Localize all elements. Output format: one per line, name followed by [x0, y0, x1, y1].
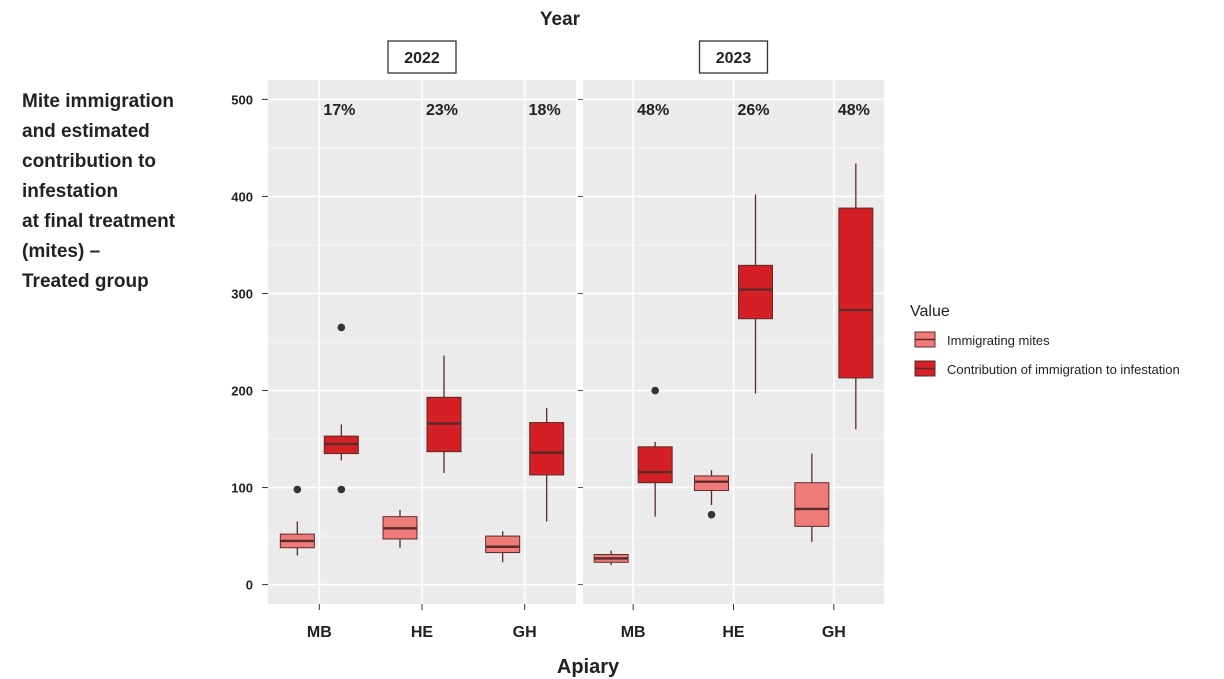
y-axis-label-line: at final treatment — [22, 211, 176, 232]
percentage-label: 23% — [426, 102, 458, 119]
legend-label-contribution: Contribution of immigration to infestati… — [947, 362, 1180, 377]
strip-label-year: 2022 — [404, 50, 440, 67]
y-tick-label: 500 — [231, 92, 253, 107]
box-immigrating-MB — [593, 550, 629, 566]
box-iqr — [694, 475, 729, 491]
x-tick-label: HE — [722, 624, 745, 641]
x-tick-label: GH — [513, 624, 537, 641]
legend: Value Immigrating mites Contribution of … — [910, 303, 1180, 377]
legend-label-immigrating: Immigrating mites — [947, 333, 1050, 348]
y-axis-label-line: contribution to — [22, 151, 157, 172]
box-immigrating-GH — [794, 453, 830, 542]
y-axis-label: Mite immigration and estimated contribut… — [22, 87, 222, 297]
box-immigrating-HE — [382, 509, 418, 548]
y-tick-label: 100 — [231, 481, 253, 496]
percentage-label: 26% — [737, 102, 769, 119]
outlier-point — [707, 510, 716, 519]
box-contribution-HE — [426, 355, 462, 473]
percentage-label: 48% — [637, 102, 669, 119]
percentage-label: 18% — [529, 102, 561, 119]
box-contribution-MB — [323, 323, 359, 494]
box-contribution-HE — [738, 194, 773, 394]
outlier-point — [337, 323, 346, 332]
x-tick-label: MB — [621, 624, 646, 641]
y-tick-label: 200 — [231, 384, 253, 399]
box-immigrating-GH — [485, 531, 521, 563]
y-axis-label-line: and estimated — [22, 121, 150, 142]
panel-2023: 2023 48% MB 26% HE 48% GH — [578, 40, 884, 641]
percentage-label: 48% — [838, 102, 870, 119]
box-immigrating-HE — [694, 470, 729, 519]
box-iqr — [637, 446, 673, 484]
y-axis-label-line: (mites) – — [22, 241, 101, 262]
facet-panels: 2022 17% MB 23% HE 18% GH 2023 48% MB 26% HE 48% GH — [268, 40, 884, 641]
box-iqr — [838, 207, 874, 379]
y-axis-label-line: infestation — [22, 181, 119, 202]
box-iqr — [485, 535, 521, 554]
box-iqr — [794, 482, 830, 527]
strip-label-box — [387, 40, 457, 74]
y-tick-label: 300 — [231, 286, 253, 301]
legend-title: Value — [910, 303, 950, 320]
y-tick-label: 400 — [231, 189, 253, 204]
y-axis: 0 100 200 300 400 500 — [231, 92, 268, 593]
outlier-point — [651, 386, 659, 395]
outlier-point — [293, 485, 302, 494]
facet-title: Year — [540, 9, 581, 30]
y-axis-label-line: Mite immigration — [22, 91, 175, 112]
strip-label-year: 2023 — [716, 50, 752, 67]
percentage-label: 17% — [323, 102, 355, 119]
box-iqr — [738, 264, 773, 320]
strip-label-box — [698, 40, 769, 74]
box-contribution-MB — [637, 386, 673, 517]
box-iqr — [529, 422, 565, 476]
x-tick-label: GH — [822, 624, 846, 641]
outlier-point — [337, 485, 346, 494]
y-tick-label: 0 — [246, 578, 253, 593]
box-immigrating-MB — [279, 485, 315, 556]
y-axis-label-line: Treated group — [22, 271, 149, 292]
box-contribution-GH — [529, 407, 565, 522]
x-tick-label: HE — [411, 624, 434, 641]
panel-2022: 2022 17% MB 23% HE 18% GH — [268, 40, 576, 641]
x-axis-title: Apiary — [557, 656, 620, 678]
box-contribution-GH — [838, 163, 874, 430]
x-tick-label: MB — [307, 624, 332, 641]
